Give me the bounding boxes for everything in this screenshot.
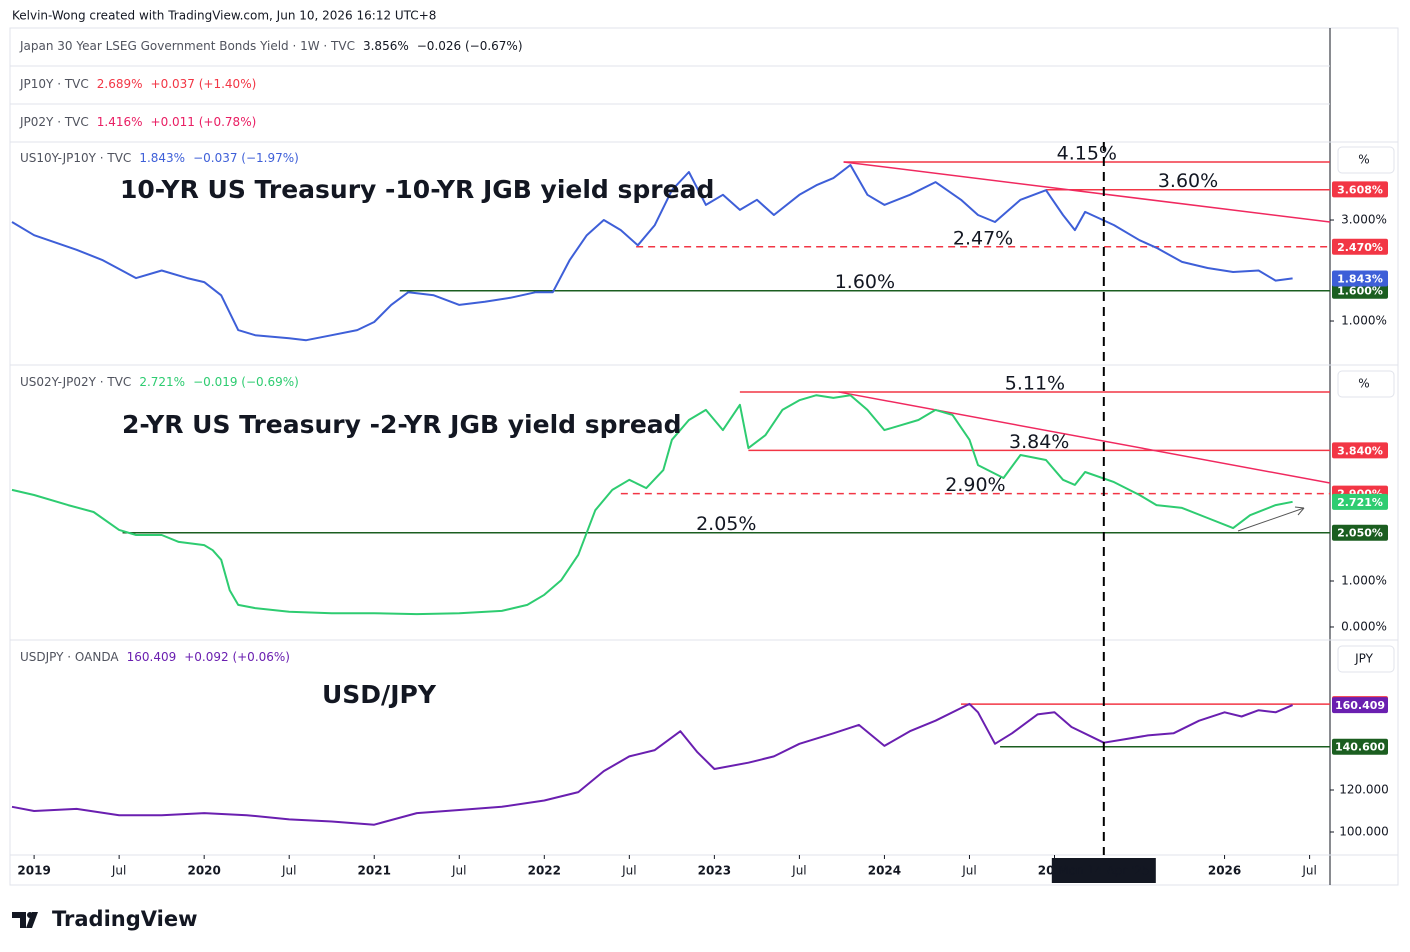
symbol-value: 1.416% [97,115,143,129]
arrow-head [1294,506,1305,516]
pane-legend: USDJPY · OANDA 160.409 +0.092 (+0.06%) [20,650,290,664]
x-tick-label: 2023 [698,864,731,878]
x-tick-label: 2020 [187,864,220,878]
x-tick-label: 2024 [868,864,901,878]
x-tick-label: 2019 [17,864,50,878]
symbol-value: 3.856% [363,39,409,53]
legend-part: 2.721% [139,375,185,389]
level-tag-bg [1332,442,1388,459]
symbol-legend: JP02Y · TVC 1.416% +0.011 (+0.78%) [19,115,256,129]
legend-part: +0.092 (+0.06%) [184,650,290,664]
frame [9,27,1399,886]
y-tick-label: 0.000% [1341,619,1387,633]
legend-part: USDJPY · OANDA [20,650,119,664]
series-line [11,164,1293,342]
legend-part: −0.019 (−0.69%) [193,375,299,389]
level-tag-bg [1332,181,1388,198]
level-label: 2.90% [945,474,1005,496]
pane-legend: US10Y-JP10Y · TVC 1.843% −0.037 (−1.97%) [20,151,299,165]
last-value-tag: 1.843% [1337,272,1383,285]
y-tick-label: 3.000% [1341,213,1387,227]
legend-part: 1.843% [139,151,185,165]
level-tag-bg [1332,238,1388,255]
x-tick-label: Jul [281,864,296,878]
last-value-tag-bg [1332,270,1388,287]
logo-dot [27,912,33,918]
level-tag: 3.608% [1337,183,1383,196]
x-tick-label: Jul [111,864,126,878]
level-label: 3.84% [1009,431,1069,453]
y-tick-label: 120.000 [1339,783,1389,797]
level-tag: 2.050% [1337,527,1383,540]
level-label: 1.60% [835,271,895,293]
unit-box [1337,645,1395,673]
last-value-tag: 2.721% [1337,496,1383,509]
symbol-name: JP02Y · TVC [19,115,89,129]
symbol-change: +0.011 (+0.78%) [151,115,257,129]
crosshair-label-bg [1051,858,1156,883]
legend-part: US02Y-JP02Y · TVC [20,375,131,389]
tradingview-logo: TradingView [12,907,197,931]
level-tag: 1.600% [1337,285,1383,298]
last-value-tag: 160.409 [1335,699,1385,712]
level-tag: 2.470% [1337,241,1383,254]
series-line [11,394,1293,616]
y-tick-label: 100.000 [1339,825,1389,839]
header: Kelvin-Wong created with TradingView.com… [12,9,436,23]
logo-text: TradingView [52,907,197,931]
x-tick-label: Jul [621,864,636,878]
level-label: 3.60% [1158,170,1218,192]
y-tick-label: 1.000% [1341,314,1387,328]
trendline [838,391,1331,484]
x-tick-label: 2022 [528,864,561,878]
symbol-change: +0.037 (+1.40%) [151,77,257,91]
symbol-change: −0.026 (−0.67%) [417,39,523,53]
pane-title: 10-YR US Treasury -10-YR JGB yield sprea… [120,175,714,204]
level-tag-bg [1332,282,1388,299]
symbol-value: 2.689% [97,77,143,91]
symbol-name: JP10Y · TVC [19,77,89,91]
arrow-drawing [1237,507,1305,532]
pane-title: USD/JPY [322,680,437,709]
x-tick-label: 2021 [358,864,391,878]
level-label: 4.15% [1057,142,1117,164]
unit-box [1337,370,1395,398]
symbol-legend: Japan 30 Year LSEG Government Bonds Yiel… [19,39,523,53]
level-label: 2.05% [696,513,756,535]
legend-part: 160.409 [127,650,177,664]
crosshair-label: Mon 14 Apr '25 [1058,864,1149,878]
level-tag-bg [1332,738,1388,755]
unit-label: % [1358,377,1369,391]
y-tick-label: 1.000% [1341,573,1387,587]
x-tick-label: Jul [451,864,466,878]
symbol-name: Japan 30 Year LSEG Government Bonds Yiel… [19,39,355,53]
pane-legend: US02Y-JP02Y · TVC 2.721% −0.019 (−0.69%) [20,375,299,389]
x-tick-label: Jul [961,864,976,878]
level-tag-bg [1332,524,1388,541]
unit-label: % [1358,153,1369,167]
series-line [11,702,1293,826]
trendline [843,161,1331,223]
level-label: 2.47% [953,227,1013,249]
pane-title: 2-YR US Treasury -2-YR JGB yield spread [122,410,682,439]
x-tick-label: 2026 [1208,864,1241,878]
level-tag: 140.600 [1335,741,1385,754]
legend-part: −0.037 (−1.97%) [193,151,299,165]
last-value-tag-bg [1332,697,1388,714]
unit-label: JPY [1354,652,1374,666]
last-value-tag-bg [1332,493,1388,510]
x-tick-label: Jul [1301,864,1316,878]
logo-mark [12,912,38,928]
level-label: 5.11% [1005,372,1065,394]
level-tag: 3.840% [1337,444,1383,457]
legend-part: US10Y-JP10Y · TVC [20,151,131,165]
symbol-legend: JP10Y · TVC 2.689% +0.037 (+1.40%) [19,77,256,91]
x-tick-label: Jul [791,864,806,878]
unit-box [1337,146,1395,174]
